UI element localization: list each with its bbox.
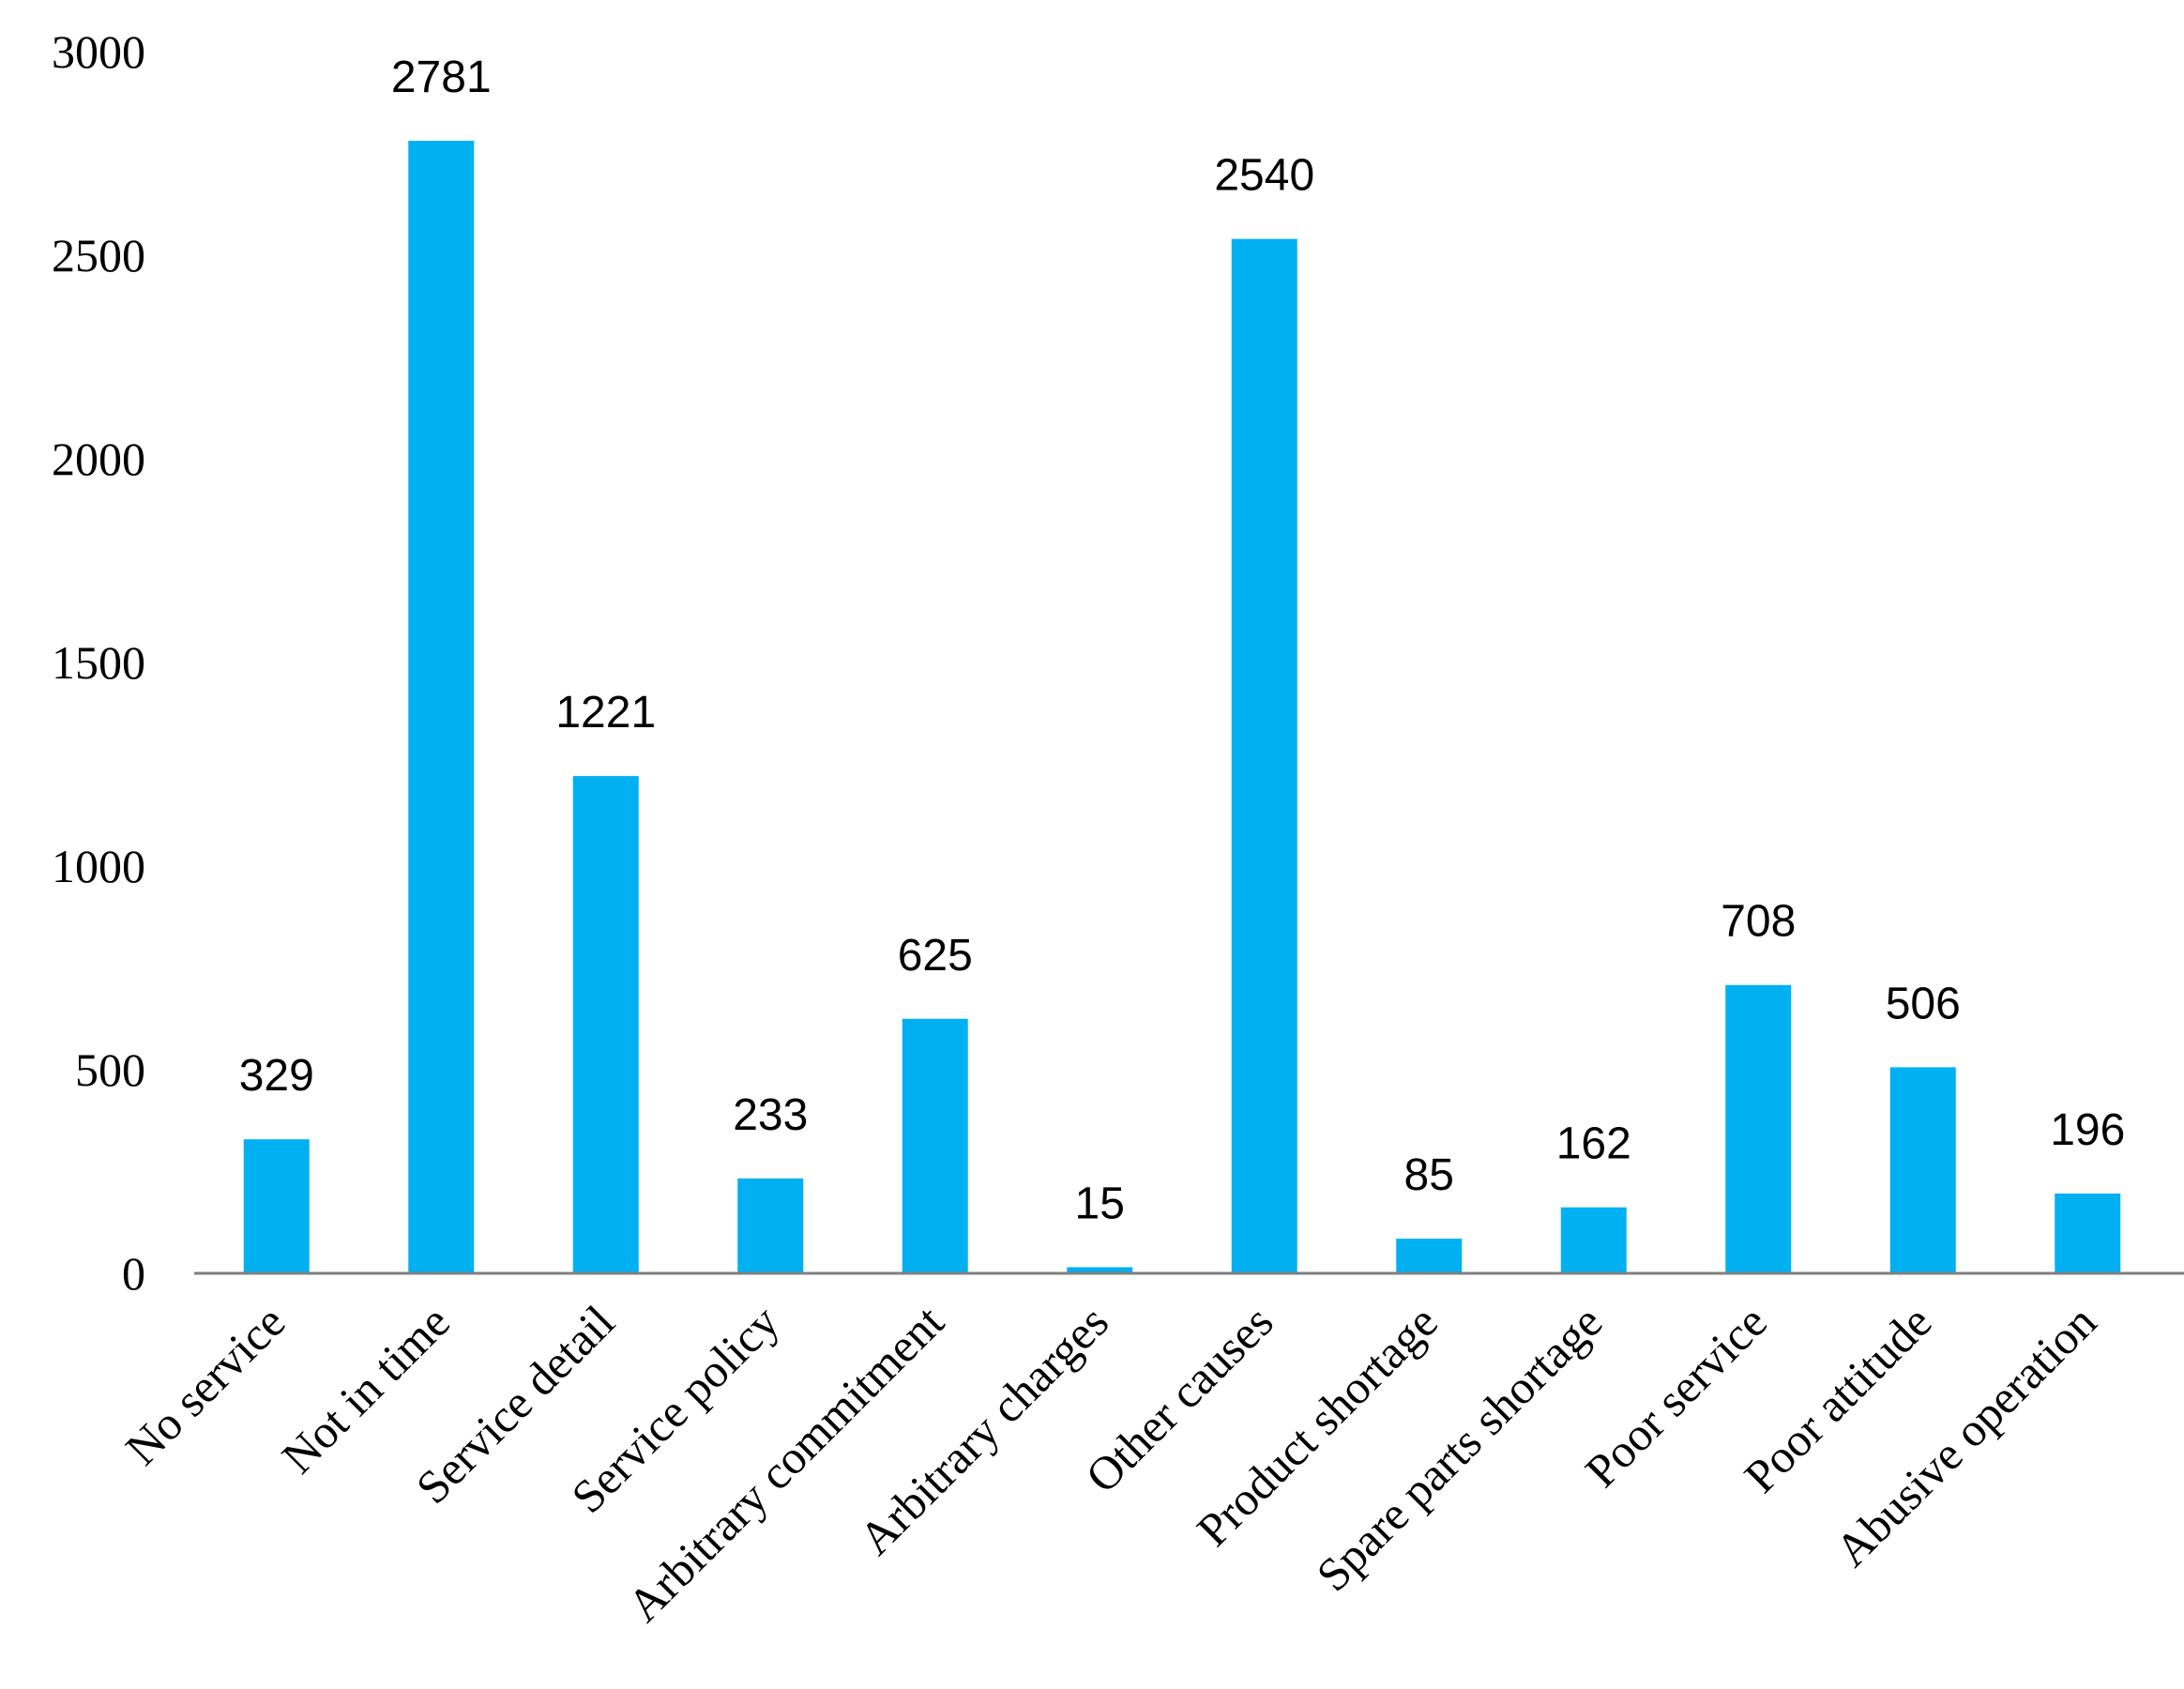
- data-label: 85: [1404, 1150, 1454, 1200]
- y-tick-label: 0: [122, 1247, 145, 1300]
- bar: [243, 1139, 310, 1273]
- y-tick-label: 3000: [52, 25, 145, 78]
- bar: [1067, 1267, 1133, 1273]
- y-tick-label: 2000: [52, 433, 145, 485]
- data-label: 2540: [1214, 151, 1314, 201]
- data-label: 506: [1886, 979, 1961, 1028]
- data-label: 625: [898, 931, 973, 981]
- y-axis-ticks: 0 500 1000 1500 2000 2500 3000: [52, 25, 145, 1300]
- data-label: 196: [2050, 1105, 2125, 1155]
- y-tick-label: 500: [75, 1043, 145, 1096]
- x-tick-label: Arbitrary commitment: [617, 1295, 954, 1632]
- bar: [572, 776, 639, 1273]
- data-labels: 329 2781 1221 233 625 15 2540 85 162 708 506 196: [239, 53, 2126, 1228]
- y-tick-label: 1500: [52, 636, 145, 689]
- y-tick-label: 2500: [52, 229, 145, 282]
- data-label: 708: [1721, 897, 1796, 947]
- bars: [243, 141, 2121, 1273]
- bar: [408, 141, 475, 1273]
- data-label: 1221: [555, 688, 656, 738]
- data-label: 2781: [391, 53, 492, 102]
- data-label: 162: [1556, 1119, 1631, 1169]
- x-tick-label: No service: [115, 1295, 296, 1475]
- bar: [1231, 238, 1297, 1273]
- x-tick-label: Spare parts shortage: [1306, 1295, 1612, 1601]
- bar: [1725, 984, 1792, 1273]
- data-label: 329: [239, 1051, 314, 1101]
- bar: [1396, 1239, 1463, 1273]
- bar: [1889, 1067, 1956, 1273]
- y-tick-label: 1000: [52, 840, 145, 892]
- bar: [1560, 1207, 1627, 1273]
- bar: [737, 1178, 804, 1273]
- data-label: 233: [733, 1090, 808, 1140]
- data-label: 15: [1075, 1179, 1125, 1228]
- bar: [2055, 1193, 2121, 1273]
- bar: [902, 1018, 968, 1273]
